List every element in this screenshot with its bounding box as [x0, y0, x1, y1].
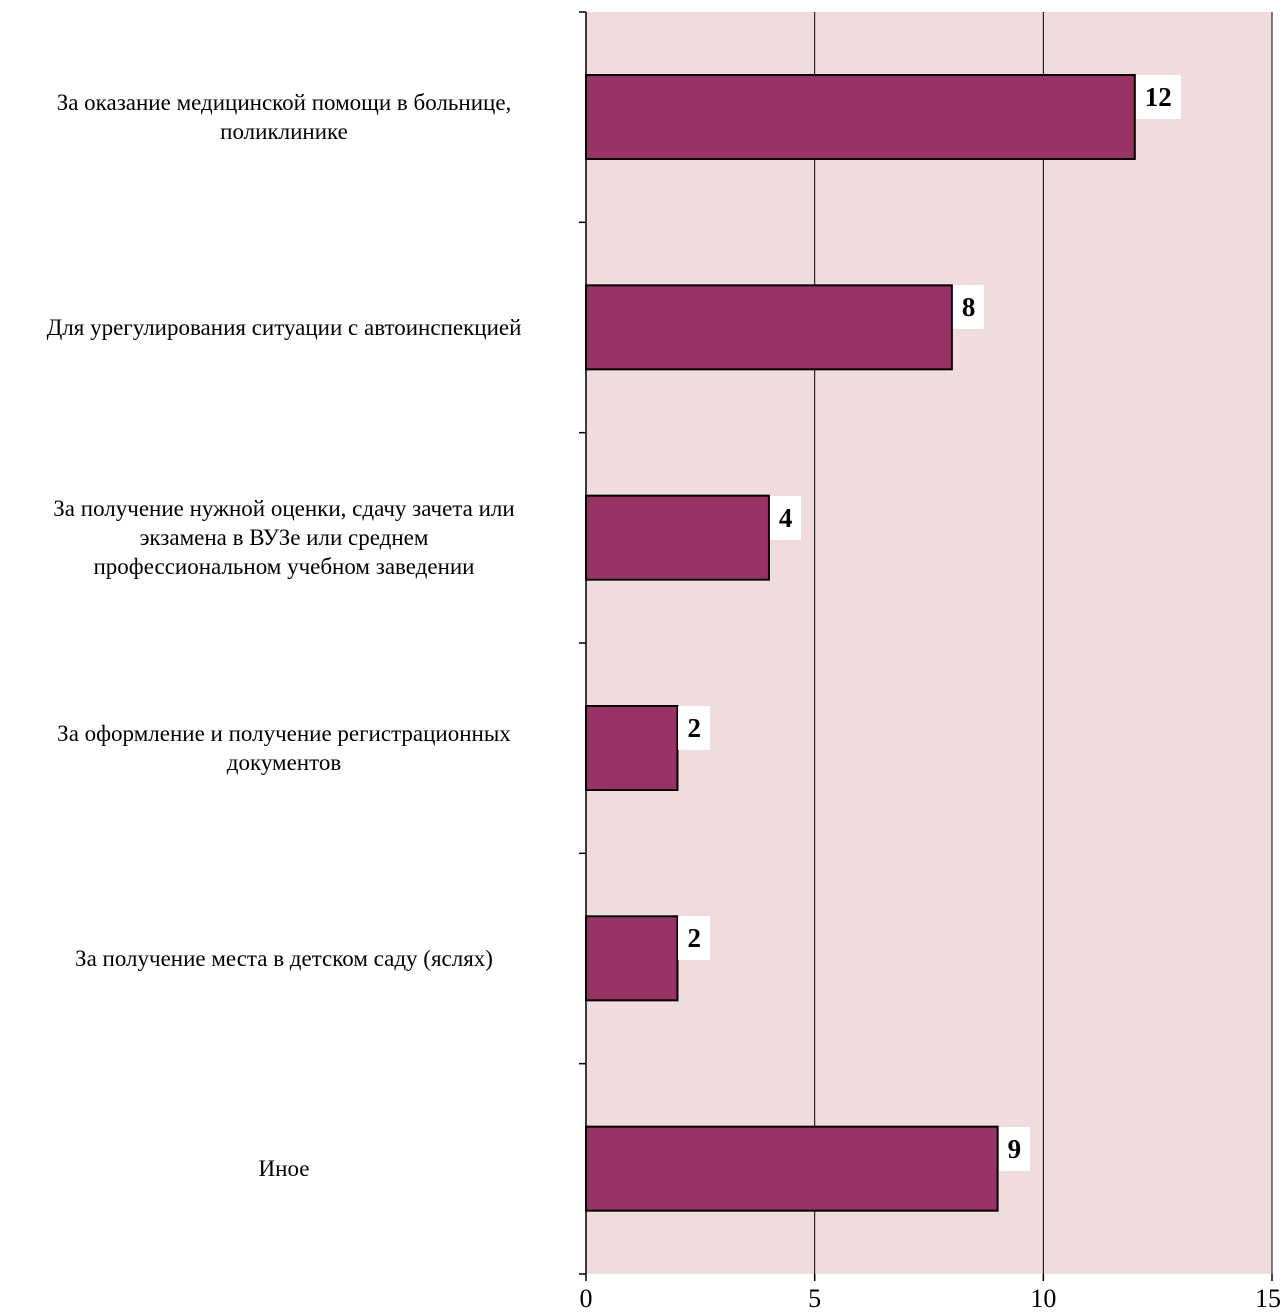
bar — [585, 1125, 999, 1212]
category-label-line: Для урегулирования ситуации с автоинспек… — [46, 314, 522, 340]
x-tick-label: 10 — [1030, 1284, 1057, 1313]
category-label-line: За оказание медицинской помощи в больниц… — [56, 90, 512, 115]
category-label: За получение нужной оценки, сдачу зачета… — [4, 494, 564, 581]
category-label-line: Иное — [258, 1156, 310, 1182]
bars — [585, 74, 1136, 1212]
category-label: Иное — [4, 1154, 564, 1183]
x-tick-label: 5 — [808, 1284, 822, 1313]
category-label-line: За получение нужной оценки, сдачу зачета… — [53, 496, 515, 522]
category-label-line: поликлинике — [220, 119, 348, 144]
x-tick-label: 0 — [579, 1284, 593, 1313]
data-label: 8 — [952, 285, 985, 330]
data-label: 2 — [678, 916, 710, 961]
data-label: 12 — [1135, 75, 1181, 119]
bar — [585, 284, 953, 371]
category-label-line: За оформление и получение регистрационны… — [57, 721, 511, 746]
category-label: За оформление и получение регистрационны… — [4, 719, 564, 777]
data-label: 4 — [769, 495, 802, 540]
category-label-line: документов — [226, 750, 342, 775]
category-label: За получение места в детском саду (яслях… — [4, 944, 564, 973]
x-tick-label: 15 — [1255, 1284, 1281, 1313]
gridlines — [814, 12, 1273, 1274]
category-label: Для урегулирования ситуации с автоинспек… — [4, 313, 564, 342]
category-label-line: профессиональном учебном заведении — [93, 554, 475, 580]
category-label: За оказание медицинской помощи в больниц… — [4, 88, 564, 146]
category-label-line: За получение места в детском саду (яслях… — [75, 945, 493, 971]
plot-area — [586, 12, 1272, 1274]
bar — [585, 705, 679, 791]
data-label: 2 — [678, 706, 710, 750]
bar — [585, 915, 679, 1002]
bar — [585, 494, 770, 581]
data-label: 9 — [998, 1126, 1031, 1171]
bar — [585, 74, 1136, 160]
category-label-line: экзамена в ВУЗе или среднем — [139, 525, 429, 551]
axes — [579, 11, 1273, 1281]
